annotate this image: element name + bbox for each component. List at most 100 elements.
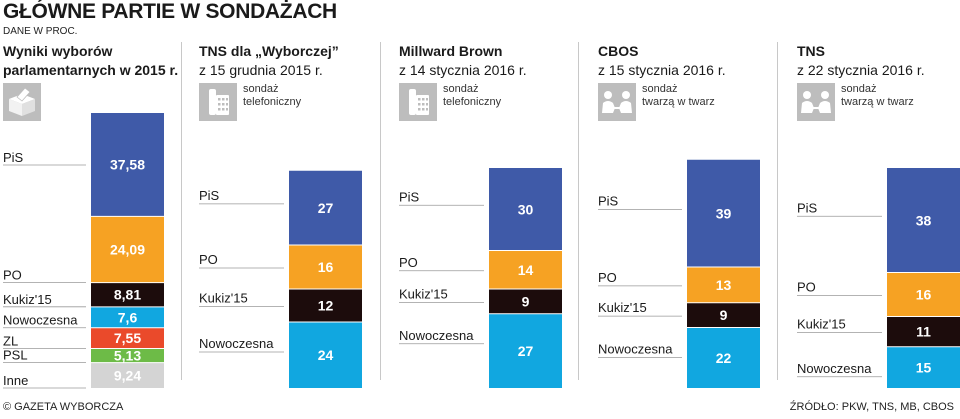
value-label-kukiz-15: 9 <box>720 307 728 323</box>
category-label-po: PO <box>797 280 816 295</box>
value-label-inne: 9,24 <box>114 367 141 383</box>
method-label: sondaż <box>443 83 479 95</box>
value-label-nowoczesna: 7,6 <box>118 309 138 325</box>
bar-segment-kukiz-15 <box>887 316 960 347</box>
chart-3: 39 PiS 13 PO 9 Kukiz'15 22 Nowoczesna <box>598 159 760 388</box>
method-label: sondaż <box>243 83 279 95</box>
value-label-nowoczesna: 24 <box>318 347 334 363</box>
value-label-po: 16 <box>318 259 334 275</box>
value-label-psl: 5,13 <box>114 348 141 364</box>
method-label: twarzą w twarz <box>841 96 914 108</box>
bar-segment-inne <box>91 362 164 388</box>
panel-divider <box>380 42 381 380</box>
panel-title: TNS <box>797 43 825 59</box>
value-label-zl: 7,55 <box>114 330 141 346</box>
panel-title: parlamentarnych w 2015 r. <box>3 62 179 78</box>
category-label-inne: Inne <box>3 373 28 388</box>
category-label-pis: PiS <box>3 150 24 165</box>
value-label-nowoczesna: 15 <box>916 359 932 375</box>
panel-title: TNS dla „Wyborczej” <box>199 43 339 59</box>
phone-icon <box>199 83 237 126</box>
panel-title: CBOS <box>598 43 639 59</box>
bar-segment-po <box>489 250 562 289</box>
bar-segment-zl <box>91 327 164 349</box>
units-note: DANE W PROC. <box>3 26 78 37</box>
bar-segment-nowoczesna <box>91 306 164 328</box>
panel-divider <box>578 42 579 380</box>
panel-subtitle: z 15 stycznia 2016 r. <box>598 62 726 78</box>
value-label-po: 16 <box>916 287 932 303</box>
category-label-po: PO <box>199 252 218 267</box>
category-label-zl: ZL <box>3 333 18 348</box>
panel-title: Millward Brown <box>399 43 503 59</box>
panel-subtitle: z 14 stycznia 2016 r. <box>399 62 527 78</box>
page-title: GŁÓWNE PARTIE W SONDAŻACH <box>3 0 337 23</box>
category-label-nowoczesna: Nowoczesna <box>797 361 872 376</box>
category-label-kukiz-15: Kukiz'15 <box>399 286 448 301</box>
bar-segment-pis <box>887 168 960 273</box>
category-label-kukiz-15: Kukiz'15 <box>797 317 846 332</box>
ballot-box-icon <box>3 83 41 126</box>
panel-divider <box>777 42 778 380</box>
value-label-po: 24,09 <box>110 241 145 257</box>
value-label-kukiz-15: 11 <box>916 324 931 340</box>
category-label-pis: PiS <box>199 188 220 203</box>
bar-segment-kukiz-15 <box>289 289 362 322</box>
bar-segment-pis <box>687 159 760 267</box>
method-label: sondaż <box>642 83 678 95</box>
method-label: sondaż <box>841 83 877 95</box>
bar-segment-pis <box>489 168 562 251</box>
chart-2: 30 PiS 14 PO 9 Kukiz'15 27 Nowoczesna <box>399 168 562 388</box>
value-label-nowoczesna: 22 <box>716 350 732 366</box>
value-label-pis: 37,58 <box>110 157 145 173</box>
category-label-po: PO <box>598 270 617 285</box>
category-label-po: PO <box>399 255 418 270</box>
category-label-kukiz-15: Kukiz'15 <box>199 291 248 306</box>
value-label-kukiz-15: 8,81 <box>114 287 141 303</box>
bar-segment-kukiz-15 <box>687 302 760 328</box>
category-label-nowoczesna: Nowoczesna <box>3 313 78 328</box>
value-label-nowoczesna: 27 <box>518 343 534 359</box>
value-label-pis: 30 <box>518 201 534 217</box>
bar-segment-nowoczesna <box>887 346 960 388</box>
category-label-kukiz-15: Kukiz'15 <box>3 292 52 307</box>
category-label-pis: PiS <box>598 193 619 208</box>
bar-segment-po <box>887 272 960 317</box>
bar-segment-po <box>687 267 760 303</box>
phone-icon <box>399 83 437 126</box>
value-label-kukiz-15: 9 <box>522 293 530 309</box>
footer-copyright: © GAZETA WYBORCZA <box>3 401 124 413</box>
chart-1: 27 PiS 16 PO 12 Kukiz'15 24 Nowoczesna <box>199 170 362 388</box>
bar-segment-nowoczesna <box>687 327 760 388</box>
value-label-po: 14 <box>518 262 534 278</box>
panel-subtitle: z 22 stycznia 2016 r. <box>797 62 925 78</box>
category-label-pis: PiS <box>797 200 818 215</box>
value-label-pis: 27 <box>318 200 334 216</box>
category-label-nowoczesna: Nowoczesna <box>199 336 274 351</box>
value-label-po: 13 <box>716 277 732 293</box>
bar-segment-nowoczesna <box>489 313 562 388</box>
value-label-pis: 39 <box>716 205 732 221</box>
face-to-face-icon <box>598 83 636 126</box>
bar-segment-po <box>91 216 164 283</box>
face-to-face-icon <box>797 83 835 126</box>
method-label: telefoniczny <box>243 96 302 108</box>
bar-segment-po <box>289 245 362 289</box>
bar-segment-psl <box>91 348 164 363</box>
chart-4: 38 PiS 16 PO 11 Kukiz'15 15 Nowoczesna <box>797 168 960 388</box>
panel-divider <box>181 42 182 380</box>
value-label-pis: 38 <box>916 212 932 228</box>
bar-segment-nowoczesna <box>289 322 362 388</box>
method-label: twarzą w twarz <box>642 96 715 108</box>
category-label-pis: PiS <box>399 189 420 204</box>
bar-segment-pis <box>91 113 164 217</box>
category-label-po: PO <box>3 268 22 283</box>
category-label-psl: PSL <box>3 348 28 363</box>
bar-segment-pis <box>289 170 362 245</box>
panel-title: Wyniki wyborów <box>3 43 113 59</box>
value-label-kukiz-15: 12 <box>318 298 334 314</box>
method-label: telefoniczny <box>443 96 502 108</box>
category-label-nowoczesna: Nowoczesna <box>399 328 474 343</box>
category-label-nowoczesna: Nowoczesna <box>598 342 673 357</box>
